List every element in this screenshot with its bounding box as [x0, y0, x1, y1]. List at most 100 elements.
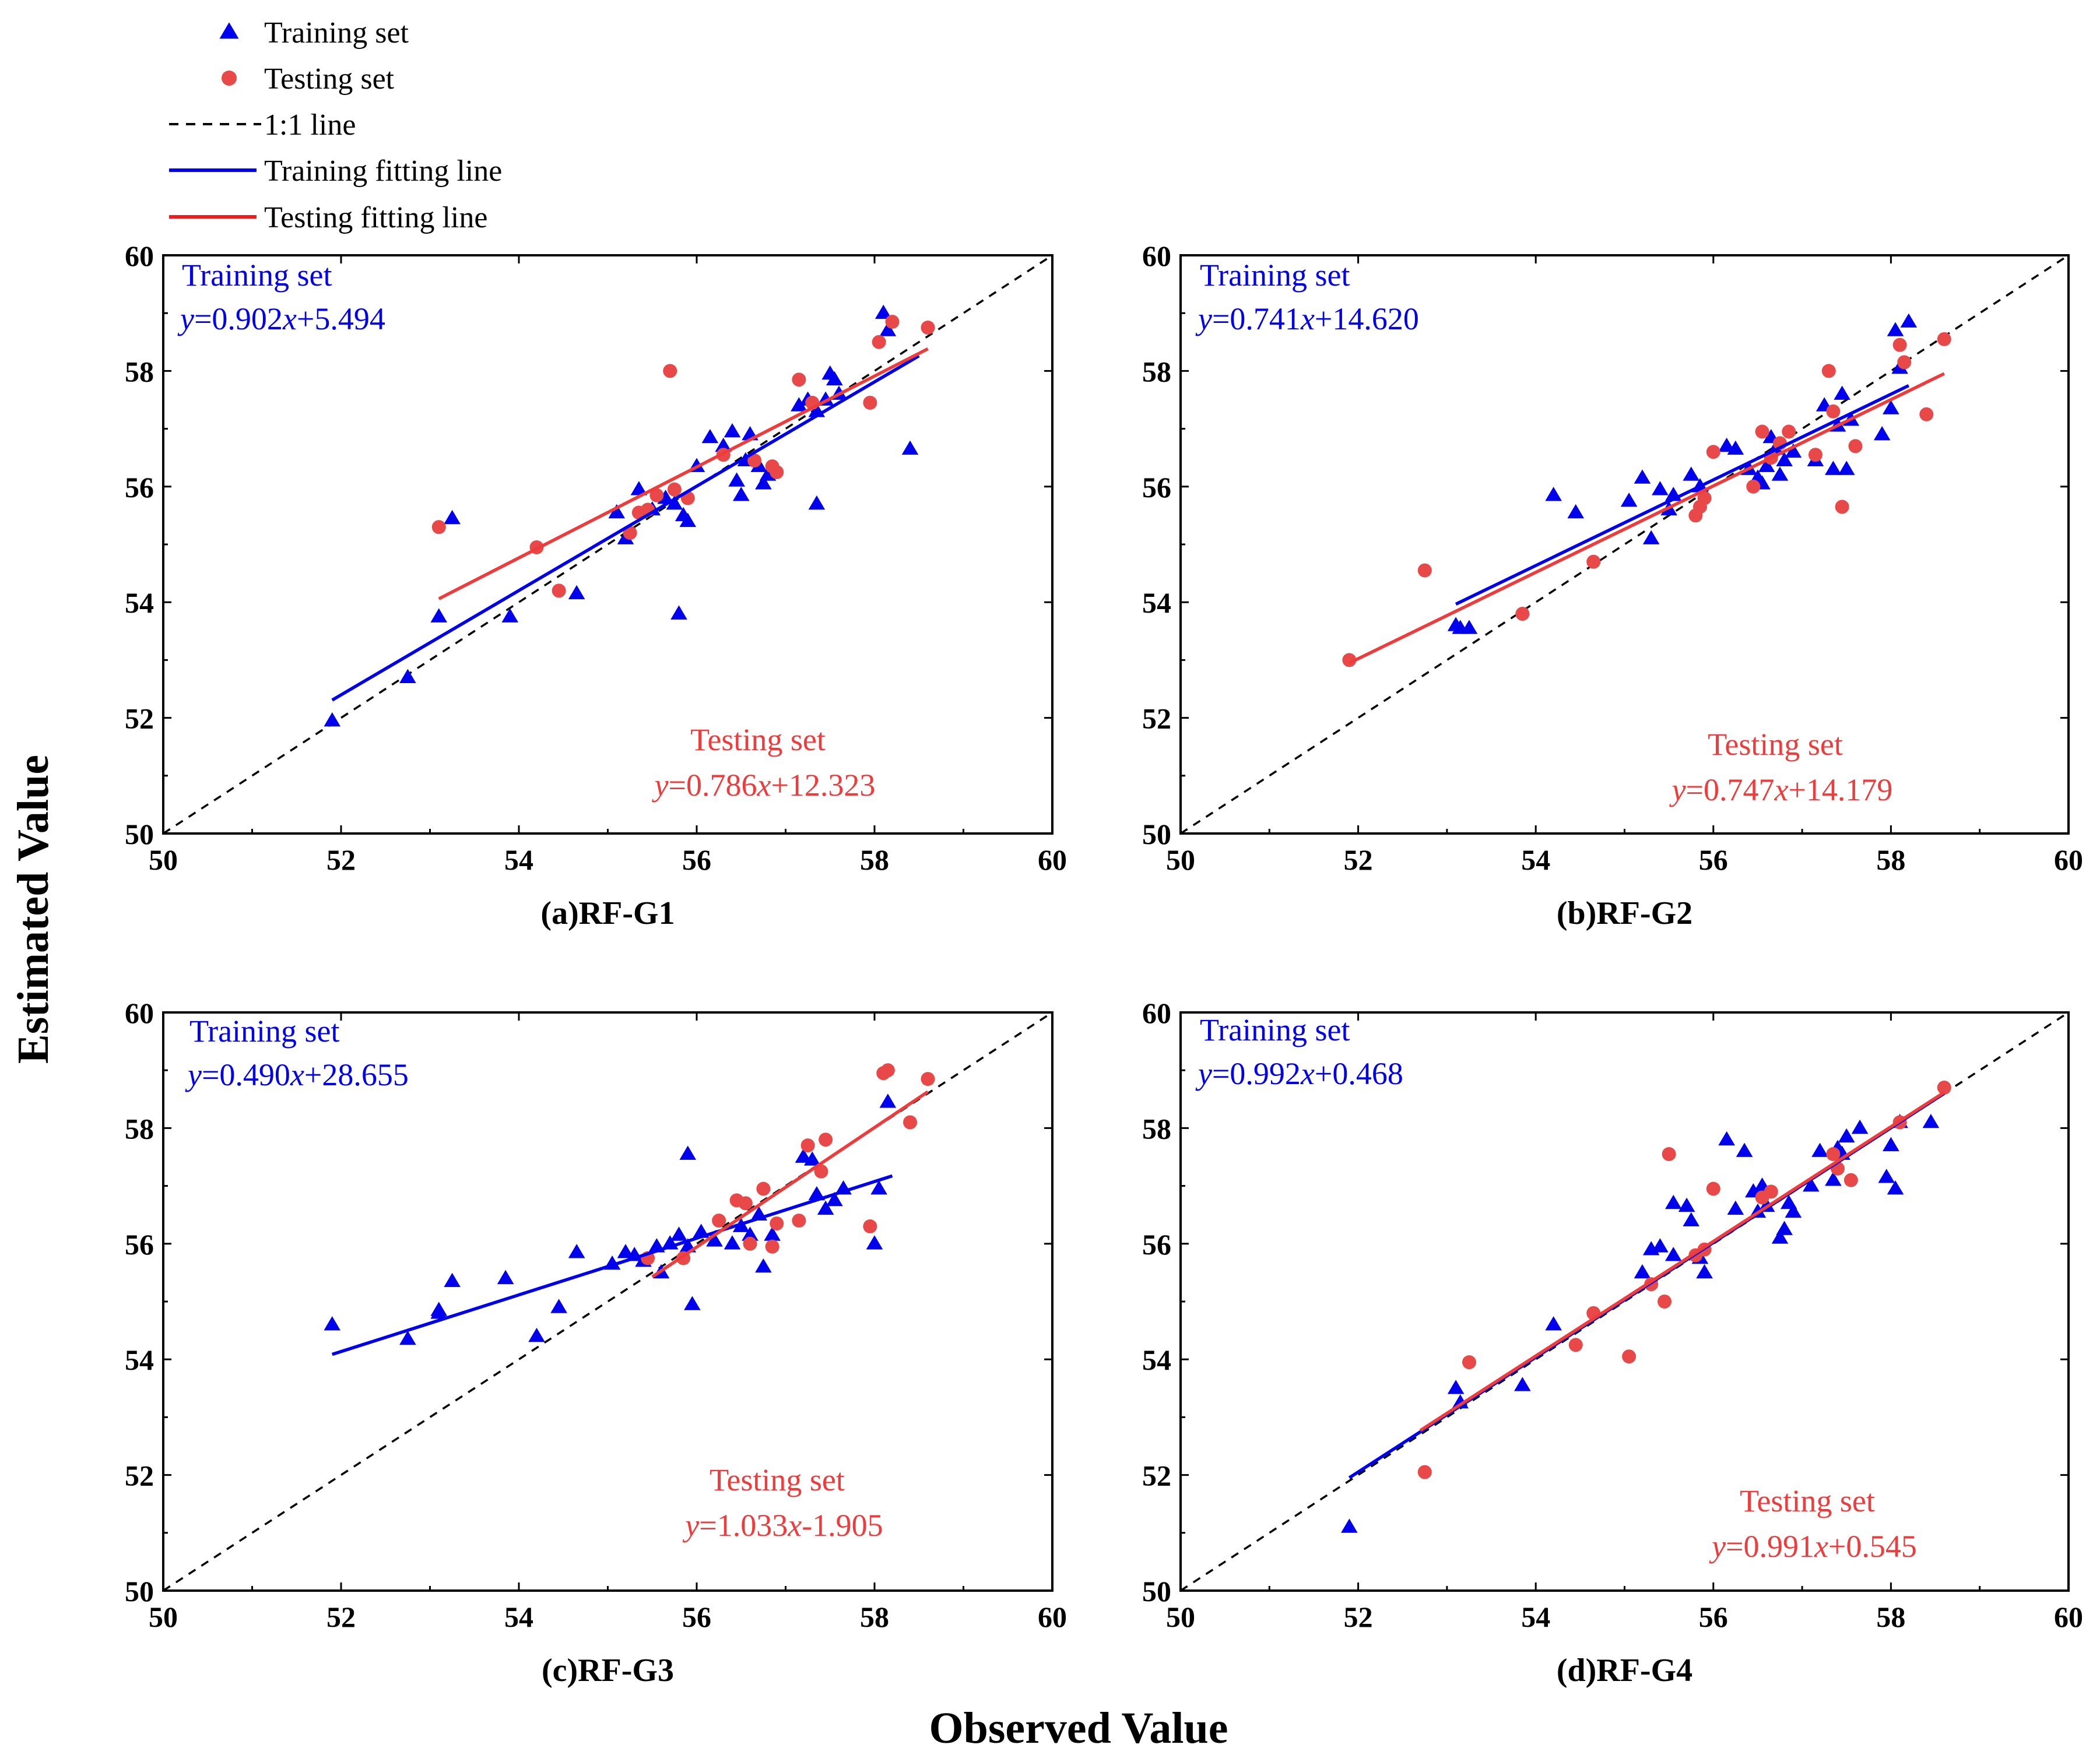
training-point	[1634, 1264, 1651, 1279]
training-point	[901, 440, 919, 455]
legend-label: Training fitting line	[264, 154, 502, 188]
training-point	[808, 1186, 826, 1201]
training-point	[870, 1180, 887, 1195]
y-tick-label: 50	[125, 818, 154, 850]
training-point	[399, 1330, 416, 1345]
subplot-title: (b)RF-G2	[1557, 895, 1692, 931]
training-point	[1678, 1197, 1695, 1212]
y-tick-label: 60	[1142, 240, 1171, 272]
eq-intercept: +14.179	[1788, 772, 1892, 807]
y-tick-label: 52	[1142, 702, 1171, 735]
training-point	[1825, 1172, 1842, 1186]
testing-point	[552, 583, 566, 598]
testing-point	[1892, 337, 1907, 352]
testing-point	[1462, 1355, 1476, 1370]
testing-eq-title: Testing set	[1740, 1483, 1875, 1518]
x-tick-label: 56	[682, 1601, 711, 1633]
training-point	[1341, 1518, 1358, 1533]
eq-intercept: +5.494	[297, 301, 385, 336]
testing-point	[743, 1236, 757, 1251]
testing-equation: y=0.991x+0.545	[1709, 1529, 1917, 1564]
eq-coef: =0.992	[1212, 1056, 1301, 1091]
y-tick-label: 54	[125, 1344, 154, 1376]
training-point	[826, 371, 843, 386]
training-equation: y=0.992x+0.468	[1195, 1056, 1403, 1091]
training-point	[795, 1148, 812, 1163]
training-fit-line	[1455, 384, 1910, 606]
eq-coef: =0.902	[194, 301, 283, 336]
testing-point	[1826, 1147, 1841, 1162]
eq-y: y	[1195, 1056, 1212, 1091]
training-point	[679, 512, 697, 527]
testing-point	[667, 482, 682, 497]
eq-x: x	[1774, 772, 1789, 807]
eq-coef: =0.786	[669, 768, 757, 803]
testing-point	[1937, 1080, 1951, 1095]
training-point	[755, 1258, 772, 1273]
training-equation: y=0.902x+5.494	[177, 301, 385, 336]
training-point	[1567, 504, 1585, 519]
testing-point	[765, 1239, 779, 1254]
x-tick-label: 50	[1166, 843, 1195, 876]
training-point	[1718, 437, 1735, 452]
training-point	[1776, 452, 1793, 466]
training-point	[1883, 1137, 1899, 1151]
testing-point	[1568, 1338, 1583, 1352]
testing-point	[880, 1063, 895, 1078]
y-tick-label: 60	[125, 997, 154, 1029]
subplot-title: (a)RF-G1	[540, 895, 675, 931]
training-point	[724, 1235, 741, 1250]
y-tick-label: 56	[1142, 471, 1171, 504]
x-tick-label: 54	[1521, 1601, 1550, 1633]
testing-point	[921, 1072, 935, 1086]
training-point	[1811, 1142, 1828, 1157]
training-point	[1785, 443, 1802, 458]
training-point	[1652, 481, 1669, 495]
testing-point	[1342, 653, 1357, 667]
testing-eq-title: Testing set	[690, 722, 826, 757]
y-tick-label: 50	[1142, 1575, 1171, 1608]
x-tick-label: 54	[504, 843, 533, 876]
training-point	[1736, 1142, 1753, 1157]
training-eq-title: Training set	[1200, 258, 1350, 293]
eq-coef: =0.490	[202, 1057, 290, 1092]
y-tick-label: 56	[125, 471, 154, 504]
x-tick-label: 52	[326, 843, 356, 876]
y-tick-label: 56	[1142, 1228, 1171, 1261]
y-tick-label: 54	[1142, 1344, 1171, 1376]
legend: Training set Testing set 1:1 line Training …	[169, 16, 502, 234]
training-point	[1803, 1177, 1820, 1192]
training-point	[1545, 487, 1562, 501]
testing-fit-line	[1349, 372, 1945, 665]
x-tick-label: 60	[1038, 1601, 1067, 1633]
training-point	[808, 495, 826, 510]
training-point	[324, 712, 341, 727]
training-eq-title: Training set	[182, 258, 332, 293]
testing-point	[738, 1196, 753, 1211]
x-tick-label: 54	[504, 1601, 533, 1633]
training-point	[1825, 460, 1842, 475]
training-eq-title: Training set	[189, 1014, 340, 1049]
testing-point	[756, 1181, 771, 1196]
x-tick-label: 56	[682, 843, 711, 876]
y-tick-label: 60	[125, 240, 154, 272]
x-tick-label: 56	[1699, 843, 1728, 876]
training-point	[1664, 1247, 1682, 1261]
eq-y: y	[1195, 301, 1212, 336]
training-eq-title: Training set	[1200, 1012, 1350, 1047]
eq-x: x	[1300, 301, 1315, 336]
eq-y: y	[1669, 772, 1686, 807]
testing-point	[872, 335, 886, 349]
y-tick-label: 56	[125, 1228, 154, 1261]
x-tick-label: 52	[326, 1601, 356, 1633]
testing-point	[770, 1216, 784, 1231]
testing-point	[1746, 479, 1761, 494]
y-tick-label: 60	[1142, 997, 1171, 1029]
training-point	[1620, 493, 1638, 507]
testing-point	[921, 321, 935, 335]
y-tick-label: 54	[1142, 586, 1171, 619]
testing-equation: y=0.786x+12.323	[652, 768, 876, 803]
